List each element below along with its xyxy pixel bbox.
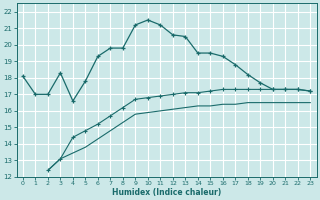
X-axis label: Humidex (Indice chaleur): Humidex (Indice chaleur) — [112, 188, 221, 197]
